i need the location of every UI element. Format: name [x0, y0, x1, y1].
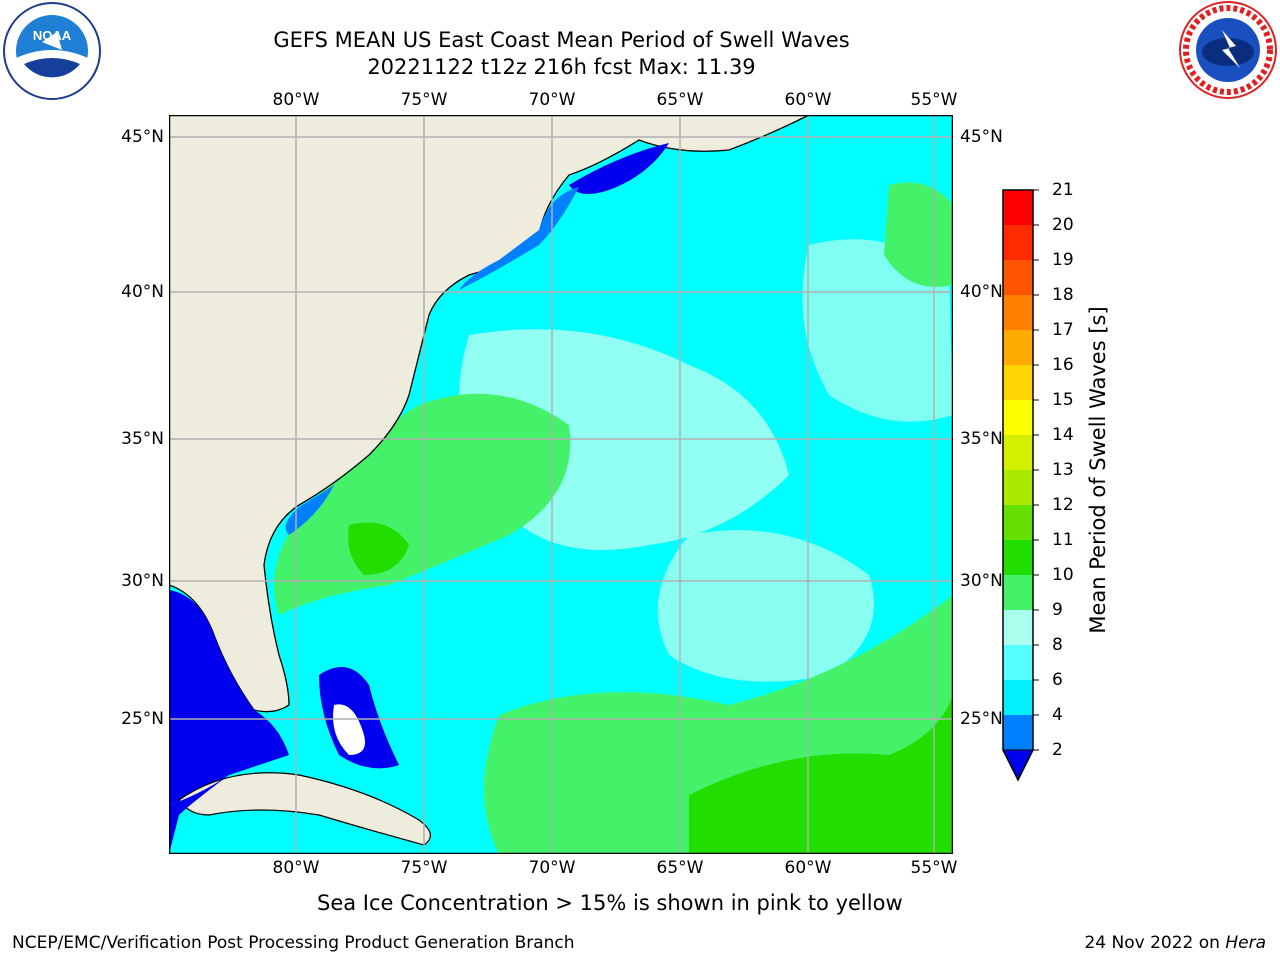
coastal-water [285, 485, 334, 535]
colorbar-segment [1003, 505, 1033, 541]
lon-tick-bottom: 75°W [400, 858, 448, 878]
colorbar-segment [1003, 330, 1033, 366]
lon-tick-bottom: 65°W [656, 858, 704, 878]
colorbar-segment [1003, 260, 1033, 296]
lat-tick-left: 35°N [121, 429, 164, 449]
bahamas-shallows [333, 704, 365, 755]
colorbar-segment [1003, 680, 1033, 716]
colorbar-level-label: 18 [1052, 285, 1074, 305]
date-label: 24 Nov 2022 on [1084, 933, 1226, 953]
period-9-10-region [274, 393, 571, 615]
colorbar-extend-arrow [1002, 749, 1034, 782]
colorbar-level-label: 8 [1052, 635, 1063, 655]
colorbar-segment [1003, 540, 1033, 576]
lat-tick-left: 45°N [121, 127, 164, 147]
lon-tick-top: 60°W [784, 90, 832, 110]
colorbar-segment [1003, 225, 1033, 261]
colorbar-level-label: 2 [1052, 740, 1063, 760]
lon-tick-top: 55°W [910, 90, 958, 110]
svg-text:NOAA: NOAA [33, 28, 72, 43]
lon-tick-bottom: 60°W [784, 858, 832, 878]
bahamas-shallows [319, 667, 399, 769]
machine-name: Hera [1225, 933, 1266, 953]
colorbar-segment [1003, 435, 1033, 471]
colorbar-level-label: 20 [1052, 215, 1074, 235]
colorbar-level-label: 9 [1052, 600, 1063, 620]
lon-tick-bottom: 80°W [272, 858, 320, 878]
colorbar-segment [1003, 575, 1033, 611]
period-8-9-region [802, 239, 953, 422]
colorbar-level-label: 19 [1052, 250, 1074, 270]
lon-tick-top: 80°W [272, 90, 320, 110]
colorbar-level-label: 21 [1052, 180, 1074, 200]
date-text: 24 Nov 2022 on Hera [1084, 933, 1266, 953]
lat-tick-left: 25°N [121, 709, 164, 729]
lat-tick-left: 40°N [121, 282, 164, 302]
colorbar-level-label: 6 [1052, 670, 1063, 690]
colorbar-level-label: 10 [1052, 565, 1074, 585]
sea-ice-note: Sea Ice Concentration > 15% is shown in … [317, 891, 903, 915]
lat-tick-right: 35°N [960, 429, 1003, 449]
colorbar-level-label: 15 [1052, 390, 1074, 410]
period-8-9-region [657, 530, 874, 682]
colorbar-title: Mean Period of Swell Waves [s] [1086, 306, 1110, 634]
colorbar-segment [1003, 645, 1033, 681]
lon-tick-top: 75°W [400, 90, 448, 110]
colorbar-segment [1003, 365, 1033, 401]
lat-tick-right: 30°N [960, 571, 1003, 591]
colorbar-segment [1003, 470, 1033, 506]
colorbar-segment [1003, 400, 1033, 436]
colorbar-level-label: 12 [1052, 495, 1074, 515]
lon-tick-top: 70°W [528, 90, 576, 110]
gulf-of-mexico-water [169, 590, 289, 805]
lon-tick-top: 65°W [656, 90, 704, 110]
chart-subtitle: 20221122 t12z 216h fcst Max: 11.39 [367, 55, 756, 79]
colorbar-segment [1003, 610, 1033, 646]
lat-tick-left: 30°N [121, 571, 164, 591]
colorbar-segment [1003, 295, 1033, 331]
period-10-11-region [689, 695, 953, 854]
period-9-10-region [884, 182, 953, 287]
colorbar-segment [1003, 715, 1033, 751]
gulf-of-maine-water [569, 143, 669, 194]
colorbar-level-label: 17 [1052, 320, 1074, 340]
colorbar-level-label: 14 [1052, 425, 1074, 445]
colorbar-segment [1003, 190, 1033, 226]
colorbar-level-label: 13 [1052, 460, 1074, 480]
lon-tick-bottom: 70°W [528, 858, 576, 878]
swell-period-map [168, 114, 953, 854]
colorbar-frame [1002, 189, 1034, 782]
lat-tick-right: 45°N [960, 127, 1003, 147]
north-america-land [168, 114, 810, 713]
noaa-logo: NOAA [2, 2, 102, 100]
credit-text: NCEP/EMC/Verification Post Processing Pr… [12, 933, 575, 953]
national-weather-service-logo [1178, 0, 1278, 100]
lat-tick-right: 40°N [960, 282, 1003, 302]
colorbar-level-label: 11 [1052, 530, 1074, 550]
period-10-11-region [348, 522, 409, 575]
shelf-water [459, 187, 579, 290]
colorbar-level-label: 4 [1052, 705, 1063, 725]
lat-tick-right: 25°N [960, 709, 1003, 729]
colorbar [1001, 185, 1047, 785]
lon-tick-bottom: 55°W [910, 858, 958, 878]
colorbar-level-label: 16 [1052, 355, 1074, 375]
chart-title: GEFS MEAN US East Coast Mean Period of S… [273, 28, 850, 52]
